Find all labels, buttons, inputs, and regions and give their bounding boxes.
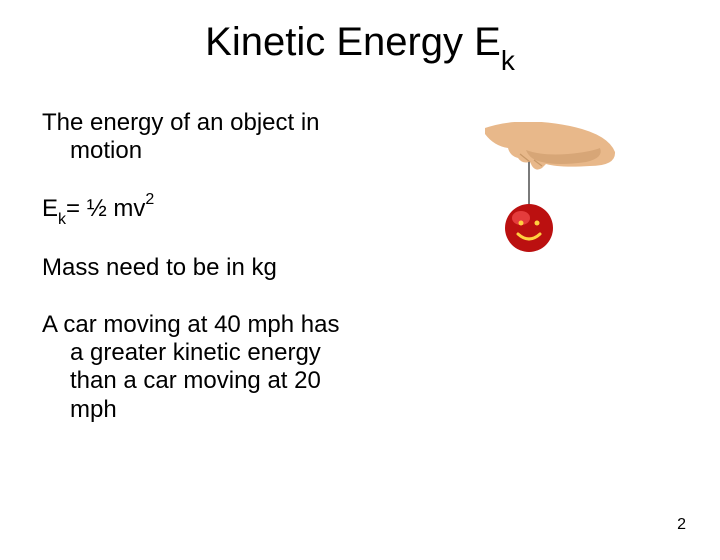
formula-mid: = ½ mv bbox=[66, 195, 145, 222]
definition-line2: motion bbox=[42, 137, 382, 165]
mass-note: Mass need to be in kg bbox=[42, 254, 382, 282]
title-subscript: k bbox=[501, 45, 515, 76]
definition-text: The energy of an object in motion bbox=[42, 109, 382, 166]
yoyo-illustration bbox=[430, 122, 620, 252]
example-text: A car moving at 40 mph has a greater kin… bbox=[42, 311, 402, 424]
example-line4: mph bbox=[42, 396, 402, 424]
example-line2: a greater kinetic energy bbox=[42, 339, 402, 367]
yoyo-svg bbox=[430, 122, 620, 252]
definition-line1: The energy of an object in bbox=[42, 109, 320, 136]
formula-sup: 2 bbox=[145, 191, 154, 208]
title-main: Kinetic Energy E bbox=[205, 20, 501, 64]
page-title: Kinetic Energy Ek bbox=[0, 20, 720, 71]
example-line3: than a car moving at 20 bbox=[42, 367, 402, 395]
hand-icon bbox=[485, 122, 615, 170]
formula-pre: E bbox=[42, 195, 58, 222]
page-number: 2 bbox=[677, 516, 686, 534]
formula-sub: k bbox=[58, 211, 66, 228]
example-line1: A car moving at 40 mph has bbox=[42, 311, 340, 338]
ball-icon bbox=[505, 204, 553, 252]
